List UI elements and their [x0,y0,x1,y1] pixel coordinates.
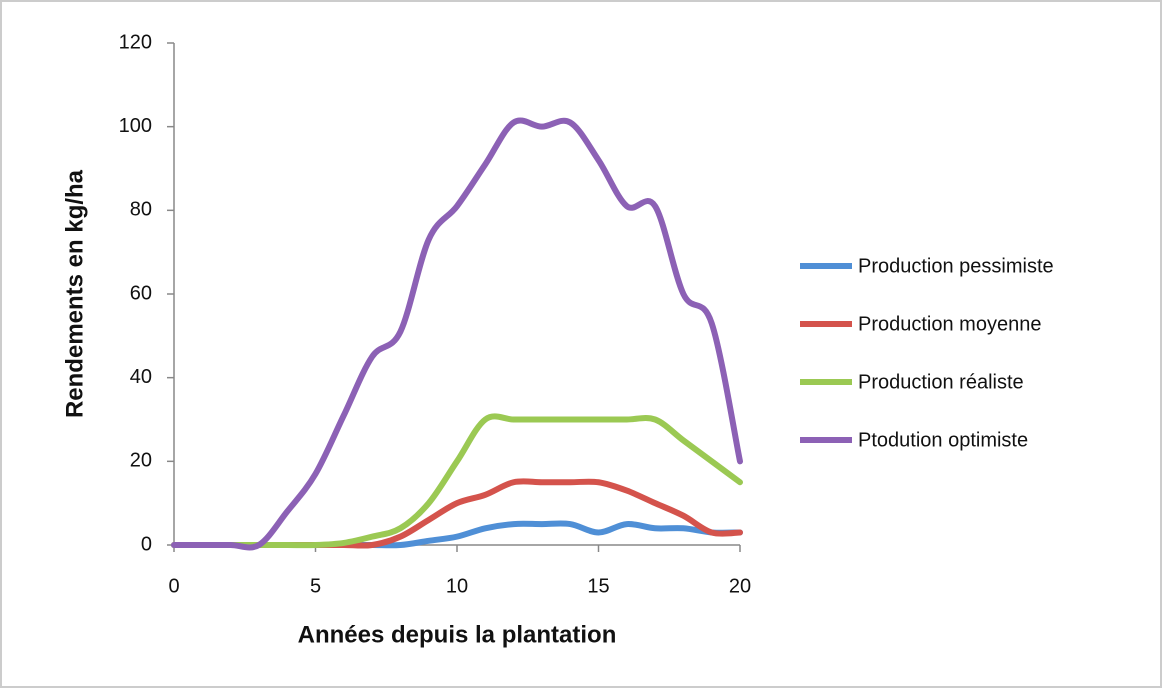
legend-label: Production pessimiste [858,255,1054,277]
y-tick-label: 0 [141,533,152,555]
series-line [171,413,743,549]
y-tick-label: 20 [130,450,152,472]
x-tick-label: 0 [168,575,179,597]
x-tick-label: 20 [729,575,751,597]
y-tick-label: 120 [119,31,152,53]
legend-label: Production réaliste [858,371,1024,393]
y-tick-label: 80 [130,199,152,221]
y-axis-label: Rendements en kg/ha [61,169,88,418]
x-axis-label: Années depuis la plantation [298,621,617,648]
y-tick-label: 60 [130,282,152,304]
legend-label: Production moyenne [858,313,1041,335]
x-tick-label: 10 [446,575,468,597]
series-line [171,117,743,551]
x-tick-label: 15 [587,575,609,597]
x-tick-label: 5 [310,575,321,597]
legend-label: Ptodution optimiste [858,429,1028,451]
y-tick-label: 40 [130,366,152,388]
y-tick-label: 100 [119,115,152,137]
